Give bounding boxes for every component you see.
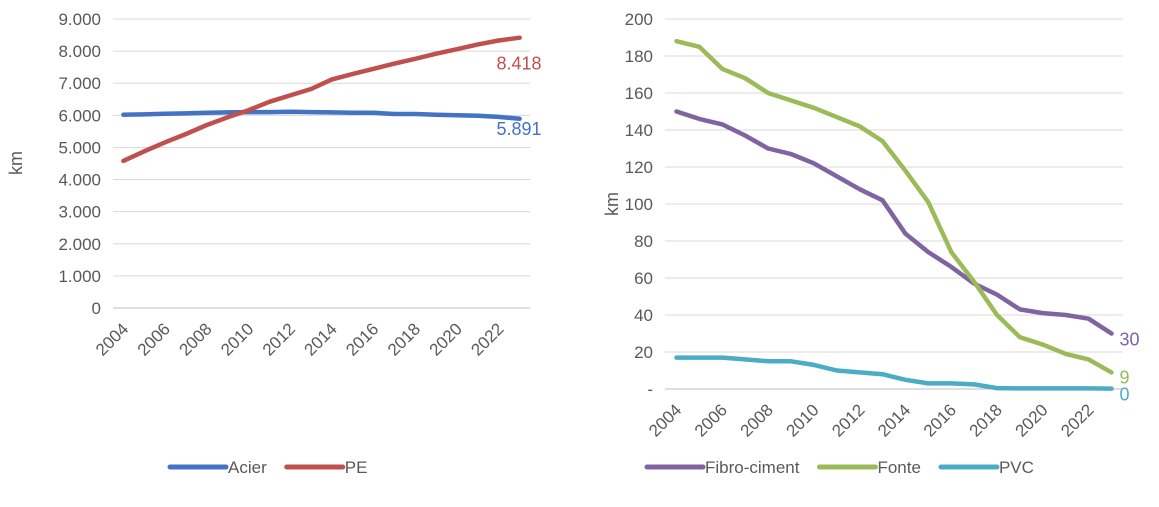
y-tick-label: 20 — [634, 343, 653, 362]
x-tick-label: 2022 — [1057, 400, 1097, 440]
x-tick-label: 2014 — [301, 319, 341, 359]
y-tick-label: - — [647, 380, 653, 399]
y-axis-label: km — [6, 151, 26, 175]
series-line-fonte — [674, 38, 1114, 375]
y-tick-label: 0 — [92, 299, 101, 318]
x-tick-label: 2022 — [467, 319, 507, 359]
x-tick-label: 2006 — [691, 400, 731, 440]
x-tick-label: 2018 — [966, 400, 1006, 440]
legend-label: PVC — [999, 458, 1034, 477]
data-label: 9 — [1120, 367, 1130, 387]
data-label: 5.891 — [497, 119, 542, 139]
x-tick-label: 2012 — [828, 400, 868, 440]
y-tick-label: 3.000 — [58, 203, 101, 222]
x-tick-label: 2018 — [384, 319, 424, 359]
y-tick-label: 200 — [625, 10, 653, 29]
y-tick-label: 160 — [625, 84, 653, 103]
data-label: 30 — [1120, 330, 1140, 350]
data-label: 0 — [1120, 385, 1130, 405]
y-tick-label: 80 — [634, 232, 653, 251]
y-tick-label: 2.000 — [58, 235, 101, 254]
legend-label: Acier — [228, 458, 267, 477]
series-line-pvc — [674, 355, 1114, 391]
y-tick-label: 8.000 — [58, 42, 101, 61]
series-line-acier — [121, 109, 522, 122]
y-tick-label: 6.000 — [58, 106, 101, 125]
y-tick-label: 140 — [625, 121, 653, 140]
x-tick-label: 2010 — [782, 400, 822, 440]
x-tick-label: 2016 — [342, 319, 382, 359]
series-line-pe — [121, 35, 522, 164]
x-tick-label: 2004 — [645, 400, 685, 440]
y-axis-label: km — [602, 192, 622, 216]
x-tick-label: 2014 — [874, 400, 914, 440]
x-tick-label: 2012 — [259, 319, 299, 359]
x-tick-label: 2008 — [737, 400, 777, 440]
legend-label: PE — [345, 458, 368, 477]
x-tick-label: 2020 — [1011, 400, 1051, 440]
x-tick-label: 2004 — [92, 319, 132, 359]
y-tick-label: 4.000 — [58, 171, 101, 190]
y-tick-label: 5.000 — [58, 138, 101, 157]
x-tick-label: 2006 — [134, 319, 174, 359]
y-tick-label: 9.000 — [58, 10, 101, 29]
legend-label: Fonte — [877, 458, 920, 477]
y-tick-label: 60 — [634, 269, 653, 288]
y-tick-label: 100 — [625, 195, 653, 214]
chart-left: 0 1.000 2.000 3.000 4.000 5.000 6.000 7.000 8.00… — [6, 10, 542, 477]
x-tick-label: 2008 — [175, 319, 215, 359]
data-label: 8.418 — [497, 54, 542, 74]
y-tick-label: 180 — [625, 47, 653, 66]
legend-label: Fibro-ciment — [705, 458, 800, 477]
y-tick-label: 40 — [634, 306, 653, 325]
y-tick-label: 7.000 — [58, 74, 101, 93]
y-tick-label: 1.000 — [58, 267, 101, 286]
x-tick-label: 2010 — [217, 319, 257, 359]
series-line-fibro-ciment — [674, 109, 1114, 336]
x-tick-label: 2020 — [426, 319, 466, 359]
x-tick-label: 2016 — [920, 400, 960, 440]
y-tick-label: 120 — [625, 158, 653, 177]
